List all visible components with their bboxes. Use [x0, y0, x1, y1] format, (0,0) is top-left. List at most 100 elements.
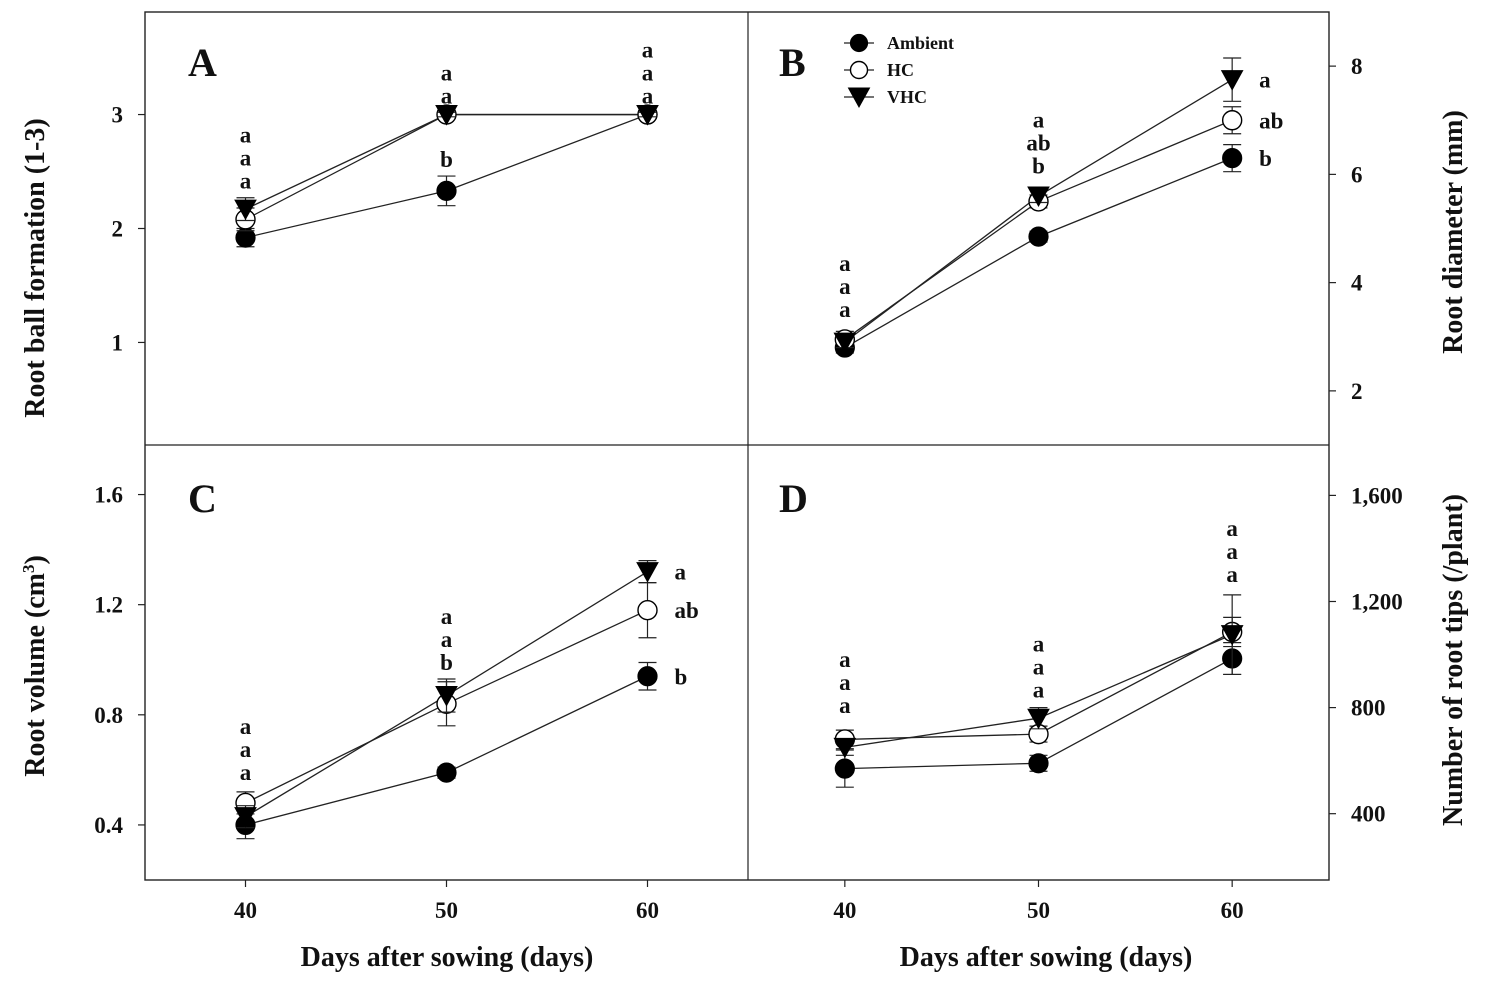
- x-axis-title-right: Days after sowing (days): [900, 942, 1193, 973]
- sig-letter-d-0-2: a: [839, 693, 851, 718]
- legend-marker-ambient: [849, 33, 869, 53]
- point-b-hc-60: [1221, 110, 1243, 131]
- outer-frame: [144, 11, 1330, 881]
- sig-letter-d-0-0: a: [839, 647, 851, 672]
- sig-letter-d-0-1: a: [839, 670, 851, 695]
- sig-letter-b-0-0: a: [839, 251, 851, 276]
- point-d-vhc-60: [1220, 625, 1244, 646]
- y-tick-label-d-2: 1,200: [1351, 589, 1403, 614]
- legend-label-vhc: VHC: [887, 87, 927, 107]
- y-axis-title-c: Root volume (cm3): [19, 555, 51, 777]
- legend: Ambient HC VHC: [844, 33, 954, 109]
- panel-letter-b: B: [779, 40, 806, 85]
- x-tick-label-right-50: 50: [1027, 898, 1050, 923]
- sig-letter-c-2-0: a: [675, 560, 687, 585]
- point-a-ambient-50: [436, 180, 457, 201]
- sig-letter-a-2-0: b: [440, 147, 453, 172]
- point-d-vhc-40: [833, 737, 857, 759]
- sig-letter-c-1-0: a: [441, 604, 453, 629]
- y-tick-label-b-3: 8: [1351, 54, 1363, 79]
- y-axis-title-a: Root ball formation (1-3): [20, 118, 51, 417]
- sig-letter-a-3-1: a: [642, 60, 654, 85]
- point-c-ambient-60: [637, 666, 658, 687]
- y-tick-label-d-0: 400: [1351, 802, 1386, 827]
- point-c-ambient-50: [436, 762, 457, 783]
- sig-letter-a-0-0: a: [240, 123, 252, 148]
- sig-letter-a-0-1: a: [240, 146, 252, 171]
- y-tick-label-a-0: 1: [112, 330, 124, 355]
- sig-letter-c-1-1: a: [441, 627, 453, 652]
- point-b-vhc-40: [833, 332, 857, 354]
- y-tick-label-c-2: 1.2: [94, 593, 123, 618]
- figure-frame: 40 50 60 40 50 60: [144, 11, 1330, 923]
- sig-letter-b-1-0: a: [1033, 107, 1045, 132]
- x-tick-label-left-50: 50: [435, 898, 458, 923]
- point-d-ambient-50: [1028, 753, 1049, 774]
- y-tick-label-b-1: 4: [1351, 271, 1363, 296]
- point-b-ambient-50: [1028, 226, 1049, 247]
- sig-letter-a-1-1: a: [441, 83, 453, 108]
- legend-label-ambient: Ambient: [887, 33, 954, 53]
- sig-letter-b-0-1: a: [839, 274, 851, 299]
- point-a-vhc-60: [636, 105, 659, 126]
- sig-letter-b-2-0: a: [1259, 68, 1271, 93]
- panel-d: 400 800 1,200 1,600 Number of root tips (/pl…: [779, 476, 1469, 827]
- sig-letter-c-2-2: b: [675, 664, 688, 689]
- sig-letter-d-2-2: a: [1226, 562, 1238, 587]
- y-tick-label-c-3: 1.6: [94, 483, 123, 508]
- panel-letter-c: C: [188, 476, 217, 521]
- panel-letter-d: D: [779, 476, 808, 521]
- sig-letter-c-2-1: ab: [675, 598, 699, 623]
- point-d-ambient-40: [834, 758, 855, 779]
- sig-letter-a-3-2: a: [642, 83, 654, 108]
- sig-letter-b-1-1: ab: [1026, 130, 1050, 155]
- point-c-vhc-50: [435, 686, 458, 707]
- sig-letter-b-2-2: b: [1259, 146, 1272, 171]
- y-tick-label-b-0: 2: [1351, 379, 1363, 404]
- y-tick-label-a-1: 2: [112, 217, 124, 242]
- x-tick-label-left-60: 60: [636, 898, 659, 923]
- x-tick-label-left-40: 40: [234, 898, 257, 923]
- y-axis-title-b: Root diameter (mm): [1438, 110, 1469, 354]
- sig-letter-d-1-1: a: [1033, 654, 1045, 679]
- point-b-vhc-60: [1220, 70, 1244, 91]
- point-d-vhc-50: [1027, 708, 1050, 730]
- sig-letter-c-1-2: b: [440, 650, 453, 675]
- sig-letter-a-3-0: a: [642, 37, 654, 62]
- y-axis-title-d: Number of root tips (/plant): [1438, 494, 1469, 826]
- legend-label-hc: HC: [887, 60, 914, 80]
- point-b-vhc-50: [1027, 186, 1050, 208]
- sig-letter-a-1-0: a: [441, 60, 453, 85]
- sig-letter-c-0-1: a: [240, 737, 252, 762]
- point-c-vhc-60: [636, 562, 659, 583]
- sig-letter-d-1-2: a: [1033, 677, 1045, 702]
- sig-letter-d-2-0: a: [1226, 516, 1238, 541]
- y-tick-label-b-2: 6: [1351, 162, 1363, 187]
- sig-letter-b-1-2: b: [1032, 153, 1045, 178]
- x-tick-label-right-60: 60: [1221, 898, 1244, 923]
- sig-letter-c-0-0: a: [240, 714, 252, 739]
- sig-letter-d-2-1: a: [1226, 539, 1238, 564]
- point-a-vhc-40: [234, 199, 257, 221]
- sig-letter-a-0-2: a: [240, 169, 252, 194]
- panel-letter-a: A: [188, 40, 217, 85]
- y-tick-label-a-2: 3: [112, 103, 124, 128]
- x-axis-title-left: Days after sowing (days): [301, 942, 594, 973]
- point-c-vhc-40: [234, 807, 257, 828]
- point-b-ambient-60: [1222, 148, 1243, 169]
- sig-letter-b-2-1: ab: [1259, 108, 1283, 133]
- legend-marker-hc: [849, 60, 869, 80]
- sig-letter-d-1-0: a: [1033, 631, 1045, 656]
- point-c-hc-60: [637, 599, 658, 621]
- y-tick-label-c-0: 0.4: [94, 813, 123, 838]
- sig-letter-b-0-2: a: [839, 297, 851, 322]
- y-tick-label-d-3: 1,600: [1351, 483, 1403, 508]
- x-tick-label-right-40: 40: [833, 898, 856, 923]
- y-tick-label-c-1: 0.8: [94, 703, 123, 728]
- y-tick-label-d-1: 800: [1351, 696, 1386, 721]
